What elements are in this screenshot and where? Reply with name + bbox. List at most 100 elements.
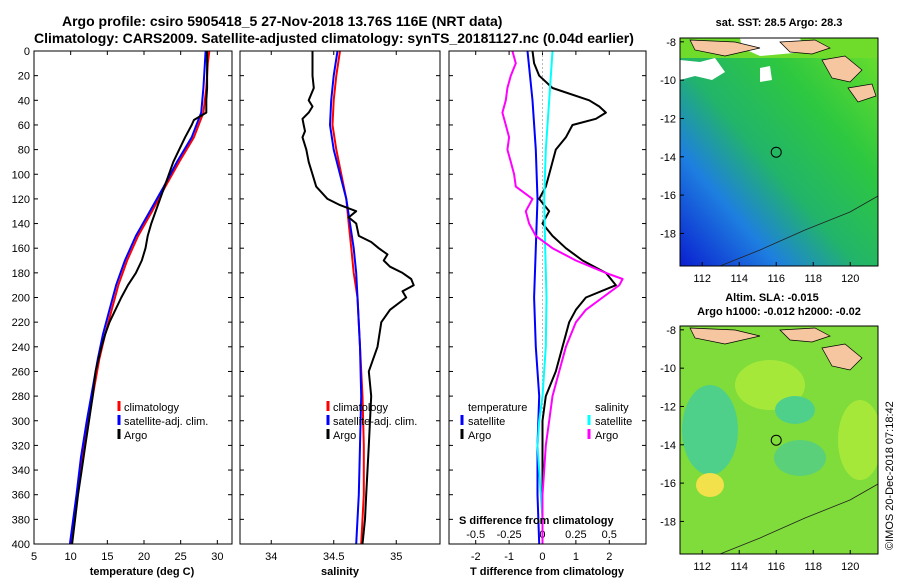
map-x-tick-label: 116 [767,561,785,573]
series-line-argo [301,51,415,544]
sla-high-anomaly [696,473,724,497]
island-land [689,327,761,345]
depth-tick-label: 140 [12,219,30,231]
coastline [719,483,878,554]
depth-tick-label: 300 [12,416,30,428]
temperature-xlabel: temperature (deg C) [90,566,195,578]
legend-climatology: climatology [124,402,180,414]
plot-area [34,51,232,544]
plot-frame [448,50,647,545]
depth-tick-label: 80 [18,145,30,157]
x-tick-label: 25 [175,551,187,563]
map-y-tick-label: -12 [660,113,676,125]
sla-map-frame [679,325,879,555]
sst-cloud-mask [680,58,725,80]
depth-tick-label: 320 [12,440,30,452]
depth-tick-label: 60 [18,120,30,132]
map-y-tick-label: -16 [660,478,676,490]
x-tick-label: 34 [265,551,277,563]
map-y-tick-label: -14 [660,440,676,452]
island-land [821,343,863,371]
series-line-s-argo [501,51,624,544]
salinity-xlabel: salinity [321,566,360,578]
legend-climatology: climatology [333,402,389,414]
sla-low-anomaly [774,440,826,476]
depth-tick-label: 240 [12,342,30,354]
x-tick-label: -1 [504,551,514,563]
series-group [501,51,624,544]
x-tick-label: 34.5 [323,551,344,563]
series-line-climatology [331,51,365,544]
depth-tick-label: 40 [18,95,30,107]
legend-argo: Argo [333,430,356,442]
legend-t-satellite: satellite [468,416,505,428]
map-y-tick-label: -16 [660,190,676,202]
credit: ©IMOS 20-Dec-2018 07:18:42 [884,401,896,550]
x2-tick-label: 0.5 [602,529,617,541]
island-land [779,327,831,343]
sla-map-title: Altim. SLA: -0.015 [725,292,819,304]
x-tick-label: 35 [390,551,402,563]
depth-tick-label: 260 [12,366,30,378]
x-tick-label: 2 [606,551,612,563]
sla-map-subtitle: Argo h1000: -0.012 h2000: -0.02 [697,306,861,318]
series-line-t-satellite [526,51,541,544]
profile-panel-salinity: 34 34.5 35 [239,50,441,563]
island-land [779,39,831,55]
legend-s-satellite: satellite [595,416,632,428]
map-x-tick-label: 114 [730,273,748,285]
argo-position-marker [770,146,782,158]
depth-tick-label: 280 [12,391,30,403]
series-line-t-argo [531,51,617,544]
coastline [719,195,878,266]
legend-s-argo: Argo [595,430,618,442]
temperature-legend: climatology satellite-adj. clim. Argo [117,401,208,442]
map-x-tick-label: 120 [841,273,859,285]
map-y-tick-label: -14 [660,152,676,164]
t-difference-xlabel: T difference from climatology [470,566,625,578]
series-line-argo [71,51,209,544]
depth-tick-label: 400 [12,539,30,551]
x-tick-label: 30 [211,551,223,563]
legend-satellite-adj: satellite-adj. clim. [333,416,417,428]
plot-frame [33,50,233,545]
legend-argo: Argo [124,430,147,442]
profile-panels: 0204060801001201401601802002202402602803… [12,46,647,563]
legend-satellite-adj: satellite-adj. clim. [124,416,208,428]
x-tick-label: 0 [539,551,545,563]
island-land [847,83,877,103]
map-x-tick-label: 114 [730,561,748,573]
map-y-tick-label: -18 [660,228,676,240]
depth-tick-label: 180 [12,268,30,280]
map-x-tick-label: 118 [804,273,822,285]
x2-tick-label: -0.5 [466,529,485,541]
sla-map [680,326,878,554]
sst-map-title: sat. SST: 28.5 Argo: 28.3 [716,17,843,29]
legend-salinity-heading: salinity [595,402,629,414]
series-line-satellite-adj-clim- [329,51,363,544]
sla-low-anomaly [775,396,815,424]
difference-legend: temperature satellite Argo salinity sate… [459,402,632,527]
map-x-tick-label: 120 [841,561,859,573]
profile-panel-differences: -2 -1 0 1 2-0.5 -0.25 0 0.25 0.5 [448,50,647,563]
depth-tick-label: 380 [12,514,30,526]
salinity-legend: climatology satellite-adj. clim. Argo [326,401,417,442]
legend-t-argo: Argo [468,430,491,442]
title-line-2: Climatology: CARS2009. Satellite-adjuste… [34,30,634,46]
island-land [821,55,863,83]
plot-area [240,51,440,544]
x-tick-label: 1 [573,551,579,563]
map-y-tick-label: -10 [660,75,676,87]
sst-cloud-mask [760,66,772,82]
series-line-satellite-adj-clim- [68,51,207,544]
sst-map-frame [679,37,879,267]
depth-tick-label: 340 [12,465,30,477]
map-y-tick-label: -8 [666,325,676,337]
depth-tick-label: 20 [18,71,30,83]
depth-tick-label: 200 [12,293,30,305]
depth-tick-label: 360 [12,490,30,502]
x-tick-label: 15 [101,551,113,563]
map-y-tick-label: -12 [660,401,676,413]
map-y-tick-label: -18 [660,516,676,528]
